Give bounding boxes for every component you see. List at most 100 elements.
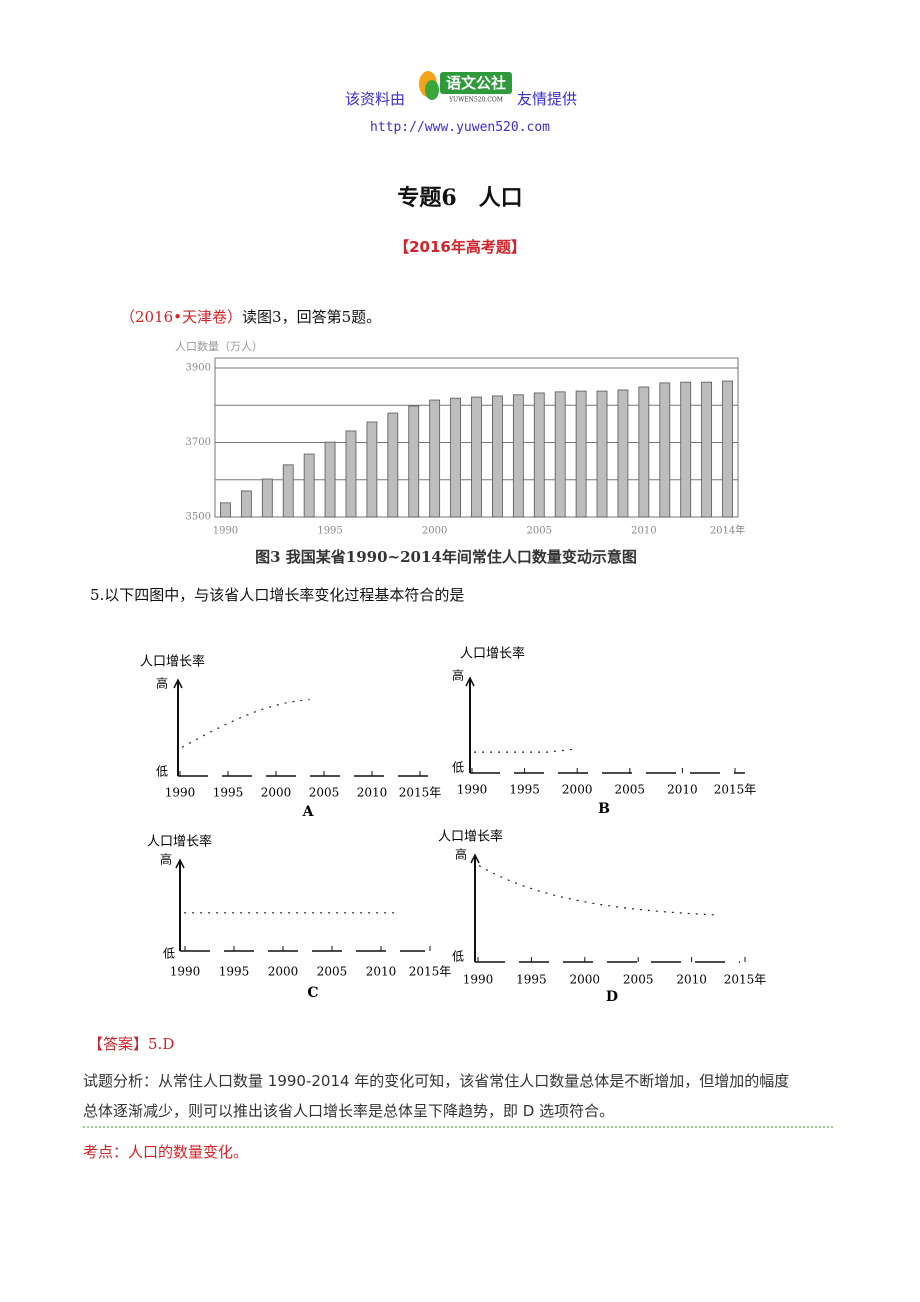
option-year: 2005 [623,973,654,987]
option-high: 高 [156,676,168,691]
option-low: 低 [163,947,175,961]
axis-arrow [470,853,480,864]
header-url: http://www.yuwen520.com [370,120,551,135]
bar [701,381,713,518]
bar [408,405,420,518]
bar [387,412,399,518]
bar [659,382,671,518]
bar [680,381,692,518]
figure-caption: 图3 我国某省1990~2014年间常住人口数量变动示意图 [255,548,637,566]
axis-arrow [173,678,183,689]
logo-site: YUWEN520.COM [448,97,503,104]
option-year: 2010 [667,783,698,797]
question: 5.以下四图中，与该省人口增长率变化过程基本符合的是 [90,586,465,604]
intro-source: （2016•天津卷） [120,308,243,326]
option-high: 高 [455,847,467,862]
x-tick-label: 1990 [213,526,238,537]
option-year: 1990 [170,965,201,979]
header-lead: 该资料由 [345,90,406,108]
option-low: 低 [156,765,168,779]
bar [722,380,733,518]
option-letter: B [598,801,610,817]
intro: （2016•天津卷）读图3，回答第5题。 [120,306,381,327]
bar [533,392,545,518]
bar [345,430,357,518]
option-curve [478,865,715,916]
bar [512,394,524,518]
bar [450,397,461,518]
option-year: 1995 [219,965,250,979]
axis-arrow [175,858,185,869]
x-tick-label: 1995 [317,526,342,537]
bar [429,399,441,518]
option-year: 1995 [213,786,244,800]
bar [471,396,482,518]
logo-name: 语文公社 [446,74,506,92]
bar [492,395,503,518]
option-year: 1995 [516,973,547,987]
x-tick-label: 2010 [631,526,656,537]
option-high: 高 [452,668,464,683]
option-year: 1995 [509,783,540,797]
section-title: 【2016年高考题】 [394,238,526,256]
option-year: 2010 [676,973,707,987]
analysis-line: 总体逐渐减少，则可以推出该省人口增长率是总体呈下降趋势，即 D 选项符合。 [83,1102,615,1120]
option-low: 低 [452,761,464,775]
answer-label: 【答案】 [88,1035,149,1053]
y-axis-title: 人口数量（万人） [175,340,263,353]
option-year: 2015年 [714,783,757,797]
y-tick-label: 3900 [186,363,211,374]
option-year: 2005 [317,965,348,979]
bar [638,386,650,518]
analysis-line: 试题分析：从常住人口数量 1990-2014 年的变化可知，该省常住人口数量总体… [83,1072,790,1090]
option-curve [474,748,573,753]
axis-arrow [465,676,475,687]
note: 考点：人口的数量变化。 [83,1143,249,1161]
option-year: 2015年 [724,973,767,987]
option-y-label: 人口增长率 [147,834,212,850]
option-y-label: 人口增长率 [140,654,205,670]
bar [554,391,566,518]
option-letter: C [307,985,318,1001]
page-title: 专题6 人口 [397,185,523,211]
bar [303,453,315,518]
bar [240,490,252,518]
option-curve [181,699,310,748]
option-letter: D [606,989,618,1005]
x-tick-label: 2005 [527,526,552,537]
bar [324,441,336,518]
option-year: 2000 [268,965,299,979]
bar [261,478,273,518]
option-year: 2000 [261,786,292,800]
option-year: 1990 [463,973,494,987]
option-year: 2015年 [409,965,452,979]
bar [596,390,608,518]
answer: 【答案】5.D [88,1033,174,1054]
option-year: 1990 [457,783,488,797]
option-year: 2010 [357,786,388,800]
option-y-label: 人口增长率 [438,829,503,845]
option-high: 高 [160,852,172,867]
option-year: 2015年 [399,786,442,800]
bar [220,502,231,518]
option-year: 2005 [309,786,340,800]
header-tail: 友情提供 [517,90,578,108]
y-tick-label: 3700 [186,437,211,448]
option-year: 1990 [165,786,196,800]
option-year: 2000 [562,783,593,797]
option-year: 2005 [615,783,646,797]
option-year: 2010 [366,965,397,979]
bar [282,464,294,518]
option-letter: A [302,804,315,820]
option-y-label: 人口增长率 [460,646,525,662]
logo [419,71,512,100]
answer-text: 5.D [148,1035,175,1053]
bar [617,389,629,518]
option-year: 2000 [570,973,601,987]
bar [575,390,587,518]
bar [366,421,378,518]
intro-text: 读图3，回答第5题。 [242,308,382,326]
y-tick-label: 3500 [186,512,211,523]
